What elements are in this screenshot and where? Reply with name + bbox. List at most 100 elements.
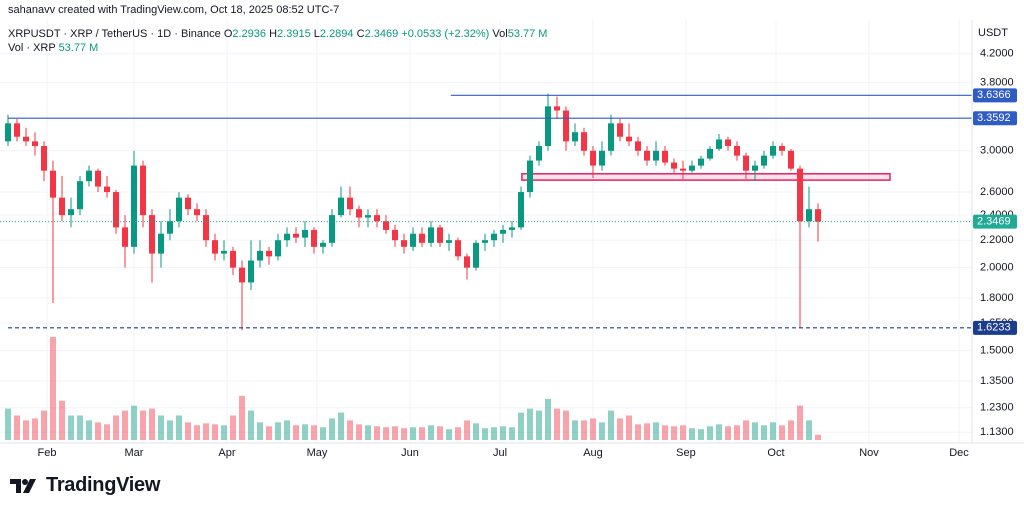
candle-body bbox=[77, 181, 83, 210]
volume-bar bbox=[194, 425, 200, 440]
volume-bar bbox=[644, 423, 650, 440]
volume-bar bbox=[662, 425, 668, 440]
candle-body bbox=[509, 227, 515, 230]
volume-bar bbox=[32, 418, 38, 440]
volume-bar bbox=[689, 428, 695, 440]
volume-bar bbox=[68, 415, 74, 440]
volume-bar bbox=[293, 425, 299, 440]
price-label-box bbox=[973, 214, 1017, 229]
candle-body bbox=[185, 197, 191, 210]
volume-bar bbox=[770, 422, 776, 440]
vol-key: Vol bbox=[492, 28, 508, 40]
candle-body bbox=[680, 168, 686, 171]
y-tick-label: 1.5000 bbox=[980, 345, 1014, 357]
volume-bar bbox=[113, 415, 119, 440]
grid bbox=[0, 20, 972, 443]
candle-body bbox=[293, 233, 299, 238]
candle-body bbox=[464, 256, 470, 268]
candle-body bbox=[617, 123, 623, 137]
candle-body bbox=[320, 242, 326, 247]
volume-bar bbox=[464, 420, 470, 440]
logo bbox=[10, 478, 36, 493]
volume-bar bbox=[419, 427, 425, 440]
candle-body bbox=[428, 227, 434, 243]
volume-bar bbox=[122, 410, 128, 440]
ohlc-key: C bbox=[356, 28, 365, 40]
volume-bar bbox=[176, 415, 182, 440]
symbol: XRPUSDT · XRP / TetherUS · 1D · Binance bbox=[8, 28, 221, 40]
candle-body bbox=[104, 186, 110, 193]
volume-bar bbox=[95, 422, 101, 440]
candle-body bbox=[311, 229, 317, 247]
volume-bar bbox=[671, 426, 677, 440]
y-tick-label: 1.1300 bbox=[980, 426, 1014, 438]
volume-bar bbox=[815, 434, 821, 440]
legend-line: XRPUSDT · XRP / TetherUS · 1D · Binance … bbox=[8, 28, 547, 40]
volume-bar bbox=[356, 424, 362, 440]
candle-body bbox=[5, 123, 11, 142]
candle-body bbox=[518, 192, 524, 228]
volume-bar bbox=[734, 425, 740, 440]
volume-bar bbox=[572, 420, 578, 440]
candle-body bbox=[239, 267, 245, 283]
candle-body bbox=[329, 215, 335, 243]
candle-body bbox=[770, 146, 776, 156]
level-label: 1.6233 bbox=[977, 322, 1011, 334]
candle-body bbox=[230, 250, 236, 268]
volume-bar bbox=[311, 425, 317, 440]
candle-body bbox=[644, 150, 650, 161]
candle-body bbox=[689, 165, 695, 171]
x-tick-label: Dec bbox=[949, 447, 969, 459]
candle-body bbox=[347, 197, 353, 210]
y-tick-label: 3.0000 bbox=[980, 145, 1014, 157]
candle-body bbox=[500, 229, 506, 234]
candle-body bbox=[743, 155, 749, 171]
zone bbox=[521, 173, 891, 181]
ohlc-key: L bbox=[313, 28, 320, 40]
volume-layer bbox=[5, 337, 821, 440]
ohlc-value: 2.2936 bbox=[232, 28, 267, 40]
volume-bar bbox=[743, 420, 749, 440]
candle-body bbox=[212, 240, 218, 254]
volume-bar bbox=[473, 423, 479, 440]
candle-body bbox=[545, 106, 551, 147]
volume-bar bbox=[797, 405, 803, 440]
volume-bar bbox=[131, 405, 137, 440]
ohlc: O2.2936 H2.3915 L2.2894 C2.3469 bbox=[224, 28, 401, 40]
volume-bar bbox=[5, 408, 11, 440]
volume-bar bbox=[806, 420, 812, 440]
candle-body bbox=[815, 209, 821, 222]
candle-body bbox=[419, 233, 425, 243]
unit-label: USDT bbox=[978, 27, 1008, 39]
volume-bar bbox=[140, 410, 146, 440]
volume-bar bbox=[392, 426, 398, 440]
volume-bar bbox=[230, 415, 236, 440]
volume-bar bbox=[86, 420, 92, 440]
volume-bar bbox=[212, 424, 218, 440]
candle-body bbox=[302, 229, 308, 238]
candle-body bbox=[284, 233, 290, 241]
candle-body bbox=[572, 132, 578, 142]
volume-bar bbox=[779, 425, 785, 440]
candle-body bbox=[752, 165, 758, 171]
candle-body bbox=[527, 160, 533, 193]
volume-bar bbox=[383, 427, 389, 440]
candle-body bbox=[554, 106, 560, 111]
x-tick-label: Jul bbox=[493, 447, 507, 459]
x-tick-label: Mar bbox=[125, 447, 144, 459]
volume-bar bbox=[104, 424, 110, 440]
change: +0.0533 (+2.32%) bbox=[401, 28, 490, 40]
y-tick-label: 2.2000 bbox=[980, 234, 1014, 246]
footer: TradingView bbox=[10, 474, 160, 497]
x-tick-label: Oct bbox=[767, 447, 784, 459]
candle-body bbox=[86, 170, 92, 182]
level-label-box bbox=[973, 111, 1017, 126]
candle-body bbox=[635, 141, 641, 151]
volume-bar bbox=[518, 412, 524, 440]
candle-body bbox=[131, 165, 137, 247]
candle-body bbox=[761, 155, 767, 166]
volume-bar bbox=[14, 415, 20, 440]
x-tick-label: Feb bbox=[37, 447, 56, 459]
y-tick-label: 2.6000 bbox=[980, 186, 1014, 198]
candle-body bbox=[779, 146, 785, 151]
